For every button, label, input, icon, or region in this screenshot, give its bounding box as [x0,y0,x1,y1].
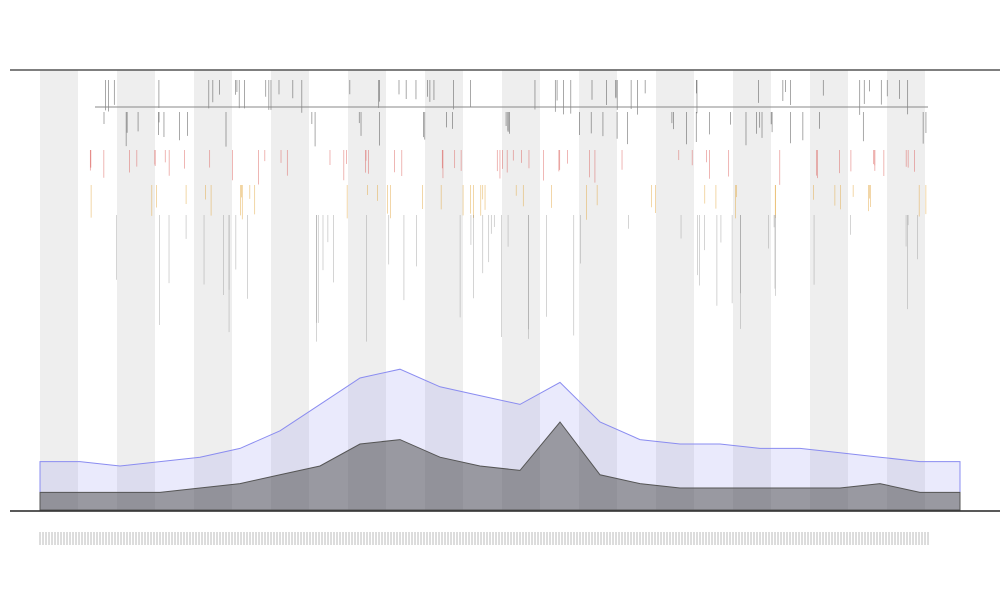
shade-band [656,70,694,510]
shade-band [887,70,925,510]
bands [40,70,925,510]
event-ticks [89,80,927,342]
shade-band [733,70,771,510]
shade-band [194,70,232,510]
shade-band [579,70,617,510]
shade-band [117,70,155,510]
shade-band [40,70,78,510]
area [39,368,961,511]
x-tick-marks [39,532,929,545]
shade-band [271,70,309,510]
shade-band [425,70,463,510]
shade-band [502,70,540,510]
area [39,421,961,511]
shade-band [810,70,848,510]
